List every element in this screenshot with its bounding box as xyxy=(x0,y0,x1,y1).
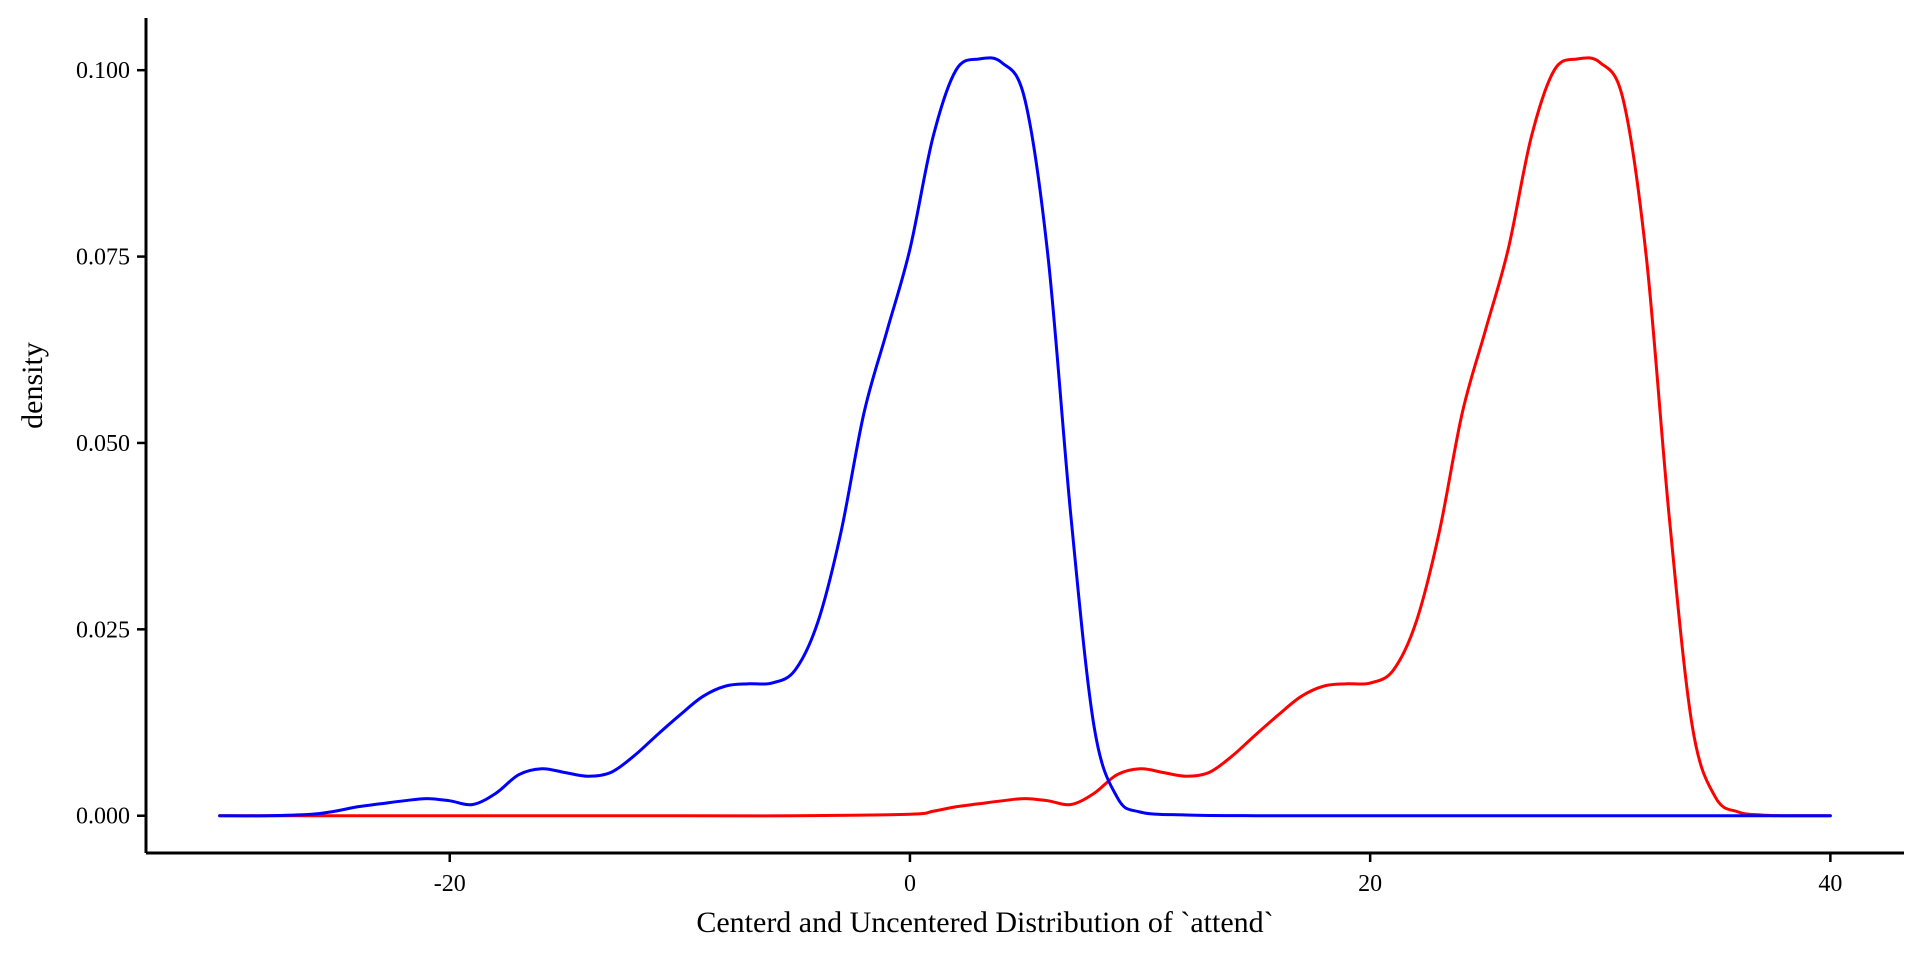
y-axis-title: density xyxy=(16,342,49,429)
x-tick-label: 40 xyxy=(1818,871,1842,897)
y-tick-label: 0.000 xyxy=(76,804,130,830)
blue-density-line xyxy=(218,56,1832,818)
series-lines xyxy=(218,56,1832,818)
x-tick-label: 0 xyxy=(904,871,916,897)
x-ticks: -20 0 20 40 xyxy=(434,853,1842,897)
y-tick-label: 0.050 xyxy=(76,431,130,457)
y-tick-label: 0.100 xyxy=(76,58,130,84)
y-tick-label: 0.025 xyxy=(76,617,130,643)
red-density-line xyxy=(218,56,1832,818)
x-tick-label: 20 xyxy=(1358,871,1382,897)
x-tick-label: -20 xyxy=(434,871,466,897)
y-ticks: 0.000 0.025 0.050 0.075 0.100 xyxy=(76,58,146,830)
y-tick-label: 0.075 xyxy=(76,245,130,271)
axes xyxy=(144,18,1904,855)
x-axis-title: Centerd and Uncentered Distribution of `… xyxy=(696,906,1273,939)
